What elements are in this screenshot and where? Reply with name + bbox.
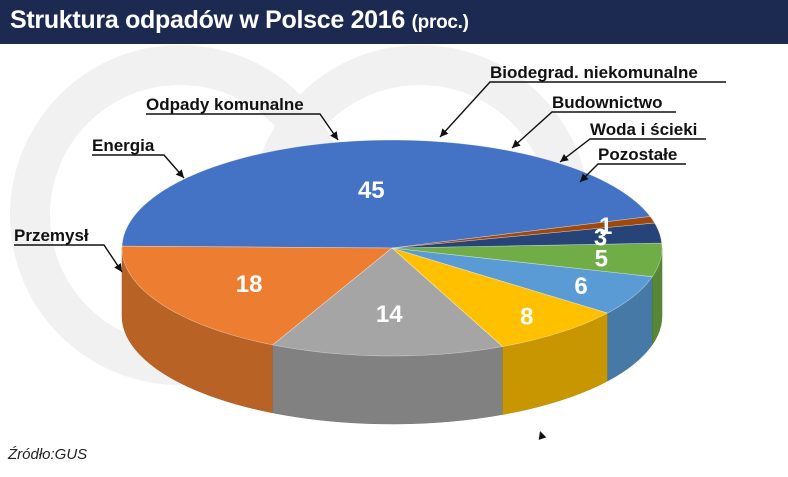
leader-arrow-gornictwo-i-wydobycie <box>538 431 547 440</box>
pie-slice-pozostale <box>391 216 656 249</box>
slice-value-odpady-komunalne: 8 <box>520 304 533 331</box>
chart-title: Struktura odpadów w Polsce 2016 (proc.) <box>10 6 469 35</box>
pie-slice-gornictwo-i-wydobycie <box>121 139 651 249</box>
leader-lines <box>14 81 726 440</box>
slice-value-pozostale: 1 <box>599 213 612 240</box>
category-label-odpady-komunalne: Odpady komunalne <box>146 95 304 114</box>
pie-slice-budownictwo <box>391 242 663 277</box>
category-label-budownictwo: Budownictwo <box>552 93 662 112</box>
leader-line-przemysl <box>14 244 123 273</box>
leader-arrow-odpady-komunalne <box>330 131 338 140</box>
leader-arrow-przemysl <box>114 263 122 272</box>
leader-line-energia <box>92 154 185 179</box>
slice-value-energia: 14 <box>376 301 403 328</box>
leader-line-pozostale <box>579 163 686 183</box>
pie-slice-przemysl <box>121 245 393 346</box>
chart-title-text: Struktura odpadów w Polsce 2016 <box>10 6 405 34</box>
leader-arrow-budownictwo <box>512 139 521 148</box>
pie-slice-odpady-komunalne <box>391 247 609 347</box>
category-label-energia: Energia <box>92 136 155 155</box>
category-label-biodegrad-niekomunalne: Biodegrad. niekomunalne <box>490 63 698 82</box>
category-labels: Górnictwo i wydobyciePrzemysłEnergiaOdpa… <box>14 63 698 245</box>
leader-line-budownictwo <box>511 111 676 149</box>
category-label-pozostale: Pozostałe <box>598 145 677 164</box>
pie-slices <box>121 139 663 357</box>
pie-slice-biodegrad-niekomunalne <box>391 247 653 314</box>
slice-value-woda-i-scieki: 3 <box>594 224 607 251</box>
leader-line-woda-i-scieki <box>559 138 706 163</box>
leader-line-odpady-komunalne <box>146 113 339 141</box>
pie-slice-energia <box>272 247 504 357</box>
header-bar: Struktura odpadów w Polsce 2016 (proc.) <box>0 0 788 44</box>
source-note: Źródło:GUS <box>8 446 88 463</box>
leader-arrow-biodegrad-niekomunalne <box>440 128 449 137</box>
pie-side-walls <box>121 247 663 425</box>
pie-wall-energia <box>272 344 503 425</box>
chart-title-unit: (proc.) <box>411 12 469 33</box>
leader-arrow-woda-i-scieki <box>560 153 569 162</box>
category-label-przemysl: Przemysł <box>14 226 89 245</box>
slice-value-budownictwo: 5 <box>595 245 608 272</box>
leader-line-biodegrad-niekomunalne <box>439 81 726 138</box>
slice-value-przemysl: 18 <box>236 271 263 298</box>
slice-value-gornictwo-i-wydobycie: 45 <box>358 177 385 204</box>
category-label-woda-i-scieki: Woda i ścieki <box>590 120 697 139</box>
leader-arrow-energia <box>175 169 184 178</box>
slice-value-biodegrad-niekomunalne: 6 <box>574 273 587 300</box>
leader-arrow-pozostale <box>580 173 589 182</box>
